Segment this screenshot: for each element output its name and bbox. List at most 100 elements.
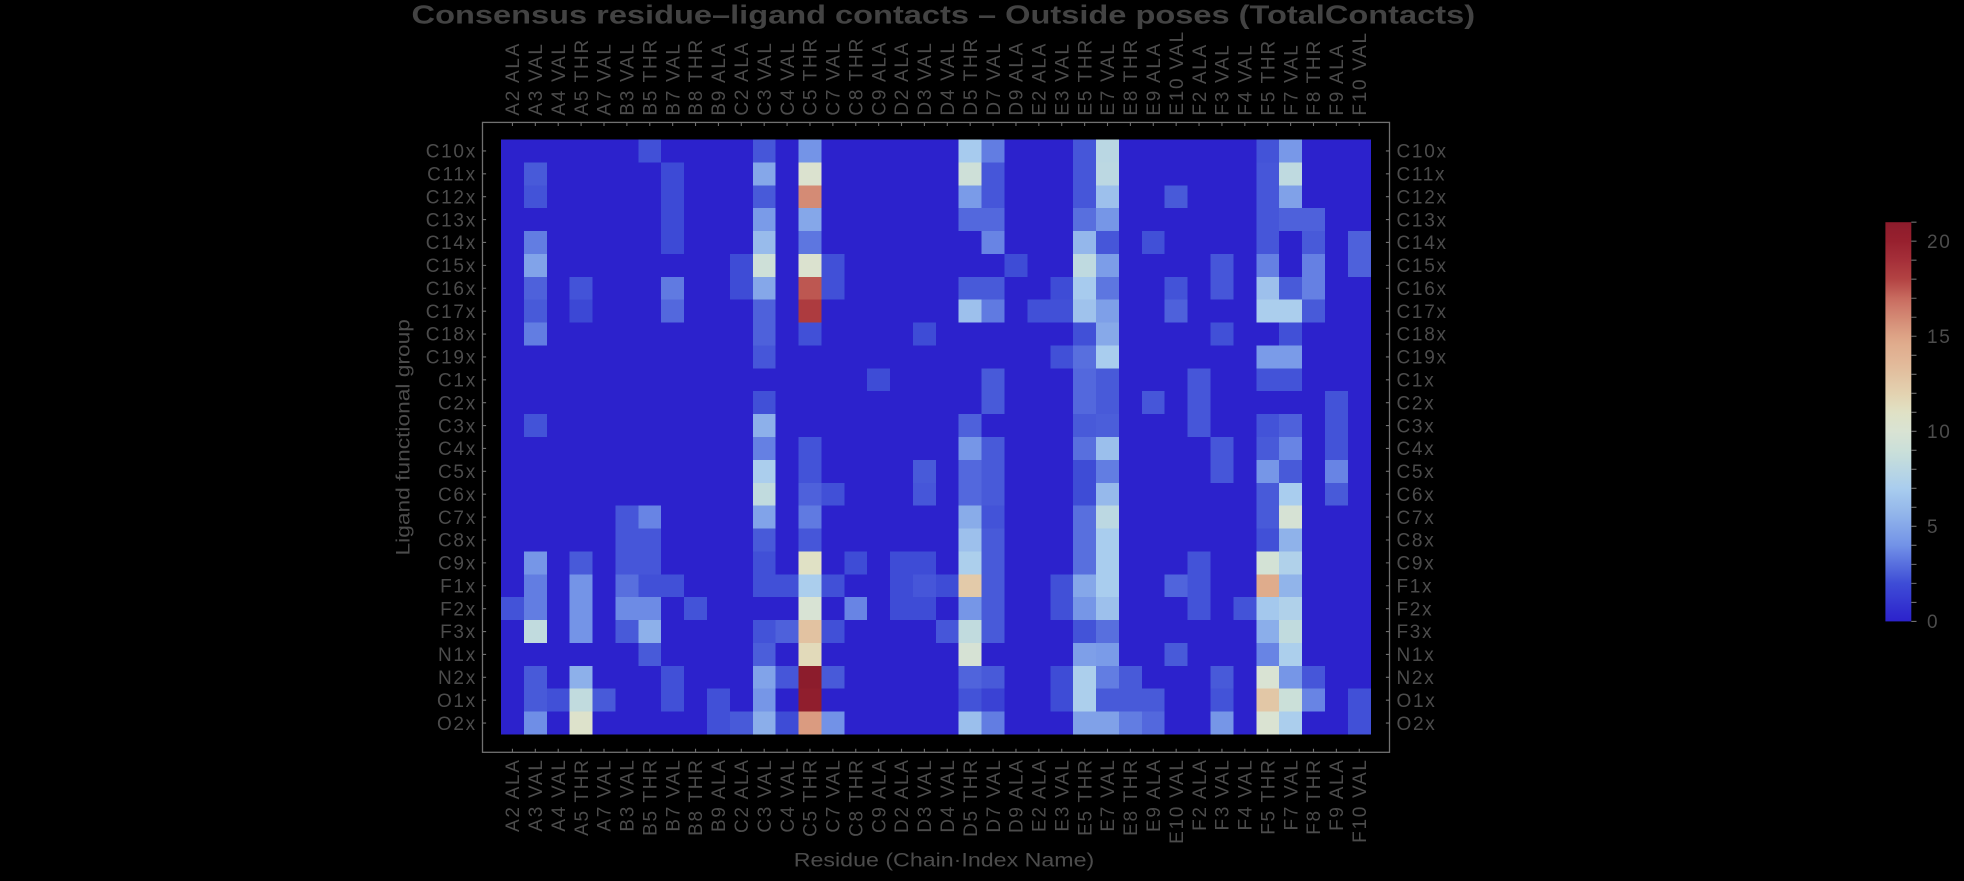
svg-text:C3x: C3x: [438, 416, 477, 437]
svg-text:F2 ALA: F2 ALA: [1190, 43, 1211, 116]
svg-text:A7 VAL: A7 VAL: [595, 42, 616, 115]
svg-text:B5 THR: B5 THR: [640, 758, 661, 835]
svg-text:F10 VAL: F10 VAL: [1350, 31, 1371, 115]
svg-text:O1x: O1x: [437, 691, 477, 712]
svg-text:C12x: C12x: [426, 187, 477, 208]
svg-text:F2 ALA: F2 ALA: [1190, 758, 1211, 831]
svg-text:A5 THR: A5 THR: [572, 38, 593, 115]
svg-text:C9x: C9x: [438, 554, 477, 575]
svg-text:E5 THR: E5 THR: [1075, 38, 1096, 115]
svg-text:C15x: C15x: [426, 256, 477, 277]
svg-text:C16x: C16x: [1397, 279, 1448, 300]
svg-text:C5x: C5x: [438, 462, 477, 483]
svg-text:C5 THR: C5 THR: [801, 758, 822, 836]
svg-text:F9 ALA: F9 ALA: [1327, 43, 1348, 116]
svg-text:E5 THR: E5 THR: [1075, 758, 1096, 835]
svg-text:C3 VAL: C3 VAL: [755, 758, 776, 832]
svg-text:B7 VAL: B7 VAL: [663, 758, 684, 831]
svg-text:C2 ALA: C2 ALA: [732, 41, 753, 116]
svg-text:20: 20: [1927, 232, 1952, 253]
svg-text:F5 THR: F5 THR: [1258, 39, 1279, 115]
svg-text:C13x: C13x: [426, 210, 477, 231]
svg-text:C15x: C15x: [1397, 256, 1448, 277]
svg-text:E3 VAL: E3 VAL: [1052, 758, 1073, 831]
svg-text:B8 THR: B8 THR: [686, 758, 707, 835]
svg-text:C9 ALA: C9 ALA: [869, 41, 890, 116]
svg-text:E9 ALA: E9 ALA: [1144, 42, 1165, 116]
svg-text:F5 THR: F5 THR: [1258, 758, 1279, 834]
svg-text:D3 VAL: D3 VAL: [915, 758, 936, 832]
svg-text:D2 ALA: D2 ALA: [892, 41, 913, 116]
svg-text:F3 VAL: F3 VAL: [1213, 758, 1234, 830]
svg-text:B9 ALA: B9 ALA: [709, 758, 730, 832]
svg-text:C3x: C3x: [1397, 416, 1436, 437]
svg-text:C3 VAL: C3 VAL: [755, 41, 776, 115]
svg-text:C9 ALA: C9 ALA: [869, 758, 890, 833]
svg-text:C7x: C7x: [438, 508, 477, 529]
svg-text:N2x: N2x: [438, 668, 477, 689]
svg-text:C2x: C2x: [1397, 393, 1436, 414]
svg-text:C4x: C4x: [438, 439, 477, 460]
svg-text:E2 ALA: E2 ALA: [1030, 42, 1051, 116]
svg-text:E2 ALA: E2 ALA: [1030, 758, 1051, 832]
svg-text:A5 THR: A5 THR: [572, 758, 593, 835]
svg-text:C13x: C13x: [1397, 210, 1448, 231]
svg-text:C6x: C6x: [1397, 485, 1436, 506]
svg-text:D5 THR: D5 THR: [961, 758, 982, 836]
svg-text:C2x: C2x: [438, 393, 477, 414]
svg-text:15: 15: [1927, 327, 1952, 348]
svg-text:C18x: C18x: [1397, 325, 1448, 346]
svg-text:N1x: N1x: [438, 645, 477, 666]
svg-text:D7 VAL: D7 VAL: [984, 758, 1005, 832]
svg-text:O1x: O1x: [1397, 691, 1437, 712]
svg-text:B3 VAL: B3 VAL: [618, 758, 639, 831]
svg-text:C16x: C16x: [426, 279, 477, 300]
svg-text:F9 ALA: F9 ALA: [1327, 758, 1348, 831]
svg-text:5: 5: [1927, 517, 1939, 538]
svg-text:N2x: N2x: [1397, 668, 1436, 689]
svg-text:C4x: C4x: [1397, 439, 1436, 460]
svg-text:C12x: C12x: [1397, 187, 1448, 208]
svg-text:C5 THR: C5 THR: [801, 37, 822, 115]
svg-text:C4 VAL: C4 VAL: [778, 758, 799, 832]
svg-text:F7 VAL: F7 VAL: [1281, 43, 1302, 115]
svg-text:F1x: F1x: [440, 576, 477, 597]
svg-text:D3 VAL: D3 VAL: [915, 41, 936, 115]
svg-text:B5 THR: B5 THR: [640, 38, 661, 115]
svg-text:B9 ALA: B9 ALA: [709, 42, 730, 116]
svg-text:C6x: C6x: [438, 485, 477, 506]
svg-text:E8 THR: E8 THR: [1121, 38, 1142, 115]
svg-text:A4 VAL: A4 VAL: [549, 42, 570, 115]
svg-text:A3 VAL: A3 VAL: [526, 758, 547, 831]
svg-text:C14x: C14x: [1397, 233, 1448, 254]
svg-text:C8 THR: C8 THR: [846, 37, 867, 115]
svg-text:A3 VAL: A3 VAL: [526, 42, 547, 115]
svg-text:O2x: O2x: [1397, 714, 1437, 735]
svg-text:B7 VAL: B7 VAL: [663, 42, 684, 115]
svg-text:E9 ALA: E9 ALA: [1144, 758, 1165, 832]
svg-text:D5 THR: D5 THR: [961, 37, 982, 115]
svg-text:D4 VAL: D4 VAL: [938, 41, 959, 115]
svg-text:C14x: C14x: [426, 233, 477, 254]
svg-text:C7x: C7x: [1397, 508, 1436, 529]
svg-text:C8 THR: C8 THR: [846, 758, 867, 836]
svg-text:D4 VAL: D4 VAL: [938, 758, 959, 832]
svg-text:10: 10: [1927, 422, 1952, 443]
svg-text:E10 VAL: E10 VAL: [1167, 30, 1188, 116]
svg-text:F3x: F3x: [440, 622, 477, 643]
svg-text:C10x: C10x: [1397, 142, 1448, 163]
svg-text:C1x: C1x: [438, 370, 477, 391]
svg-text:B8 THR: B8 THR: [686, 38, 707, 115]
svg-text:F8 THR: F8 THR: [1304, 758, 1325, 834]
svg-text:C10x: C10x: [426, 142, 477, 163]
svg-text:Residue (Chain·Index Name): Residue (Chain·Index Name): [794, 850, 1095, 872]
svg-text:A7 VAL: A7 VAL: [595, 758, 616, 831]
svg-text:C19x: C19x: [426, 348, 477, 369]
svg-text:F4 VAL: F4 VAL: [1236, 758, 1257, 830]
svg-text:F2x: F2x: [440, 599, 477, 620]
svg-text:C8x: C8x: [1397, 531, 1436, 552]
svg-text:O2x: O2x: [437, 714, 477, 735]
svg-text:E7 VAL: E7 VAL: [1098, 758, 1119, 831]
svg-text:E8 THR: E8 THR: [1121, 758, 1142, 835]
svg-text:C2 ALA: C2 ALA: [732, 758, 753, 833]
